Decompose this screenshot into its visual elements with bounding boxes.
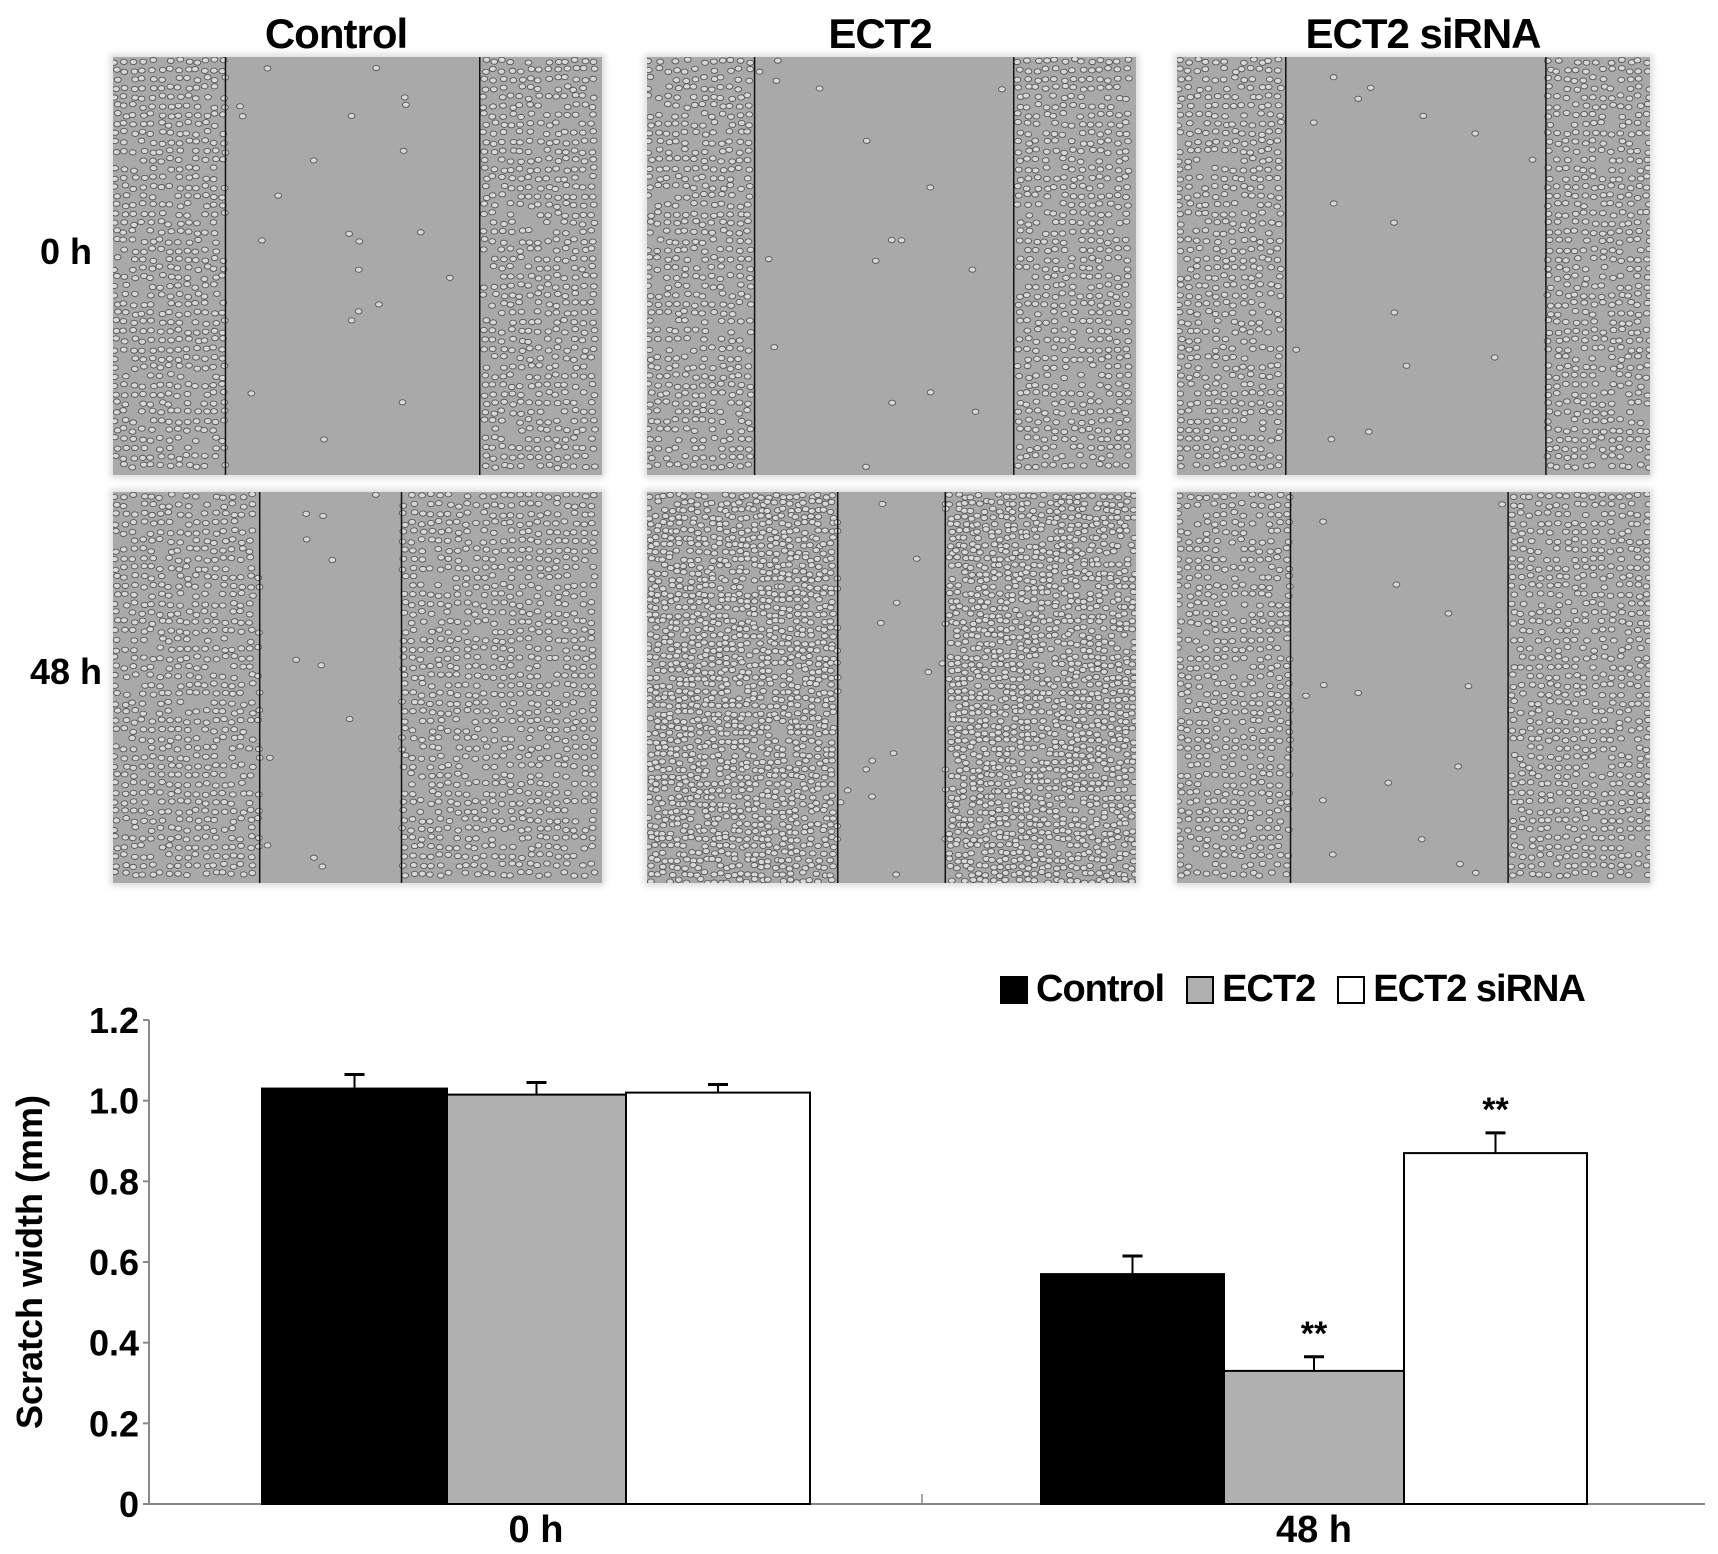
legend-swatch-ect2-sirna — [1337, 975, 1366, 1004]
column-title-ect2: ECT2 — [828, 10, 932, 57]
legend-item-control: Control — [1000, 968, 1165, 1011]
y-tick-label: 1.2 — [89, 1000, 139, 1041]
bar-ect2-48h — [1223, 1369, 1405, 1505]
cell-layer — [647, 492, 1136, 883]
y-tick-label: 0 — [119, 1484, 139, 1525]
row-label-0h: 0 h — [39, 231, 93, 272]
bar-ect2-sirna-48h — [1403, 1152, 1588, 1505]
micrograph-ect2-0h — [647, 57, 1136, 475]
y-tick-label: 0.2 — [89, 1403, 139, 1444]
cell-layer — [647, 57, 1133, 471]
legend-label-control: Control — [1036, 968, 1165, 1010]
micrograph-ect2-48h — [647, 492, 1136, 883]
bar-ect2-0h — [446, 1093, 627, 1505]
legend-item-ect2: ECT2 — [1186, 968, 1316, 1011]
cell-layer — [1177, 492, 1650, 880]
y-tick-label: 0.6 — [89, 1242, 139, 1283]
significance-marker: ** — [1482, 1091, 1509, 1129]
y-tick-label: 0.4 — [89, 1323, 139, 1364]
micrograph-ect2-sirna-0h — [1177, 57, 1650, 475]
x-tick-label: 48 h — [1276, 1509, 1352, 1551]
bar-ect2-sirna-0h — [625, 1091, 811, 1505]
bar-control-0h — [261, 1087, 448, 1505]
row-label-48h: 48 h — [29, 651, 103, 692]
x-tick-label: 0 h — [509, 1509, 564, 1551]
column-title-control: Control — [264, 10, 408, 57]
y-tick-label: 1.0 — [89, 1081, 139, 1122]
significance-marker: ** — [1301, 1315, 1328, 1353]
y-axis-label: Scratch width (mm) — [9, 1095, 50, 1429]
legend-swatch-control — [1000, 975, 1028, 1004]
legend-item-ect2-sirna: ECT2 siRNA — [1337, 968, 1586, 1011]
cell-layer — [113, 492, 599, 879]
micrograph-control-0h — [113, 57, 602, 475]
legend-label-ect2-sirna: ECT2 siRNA — [1373, 968, 1586, 1010]
y-tick-label: 0.8 — [89, 1161, 139, 1202]
micrograph-control-48h — [113, 492, 602, 883]
column-title-ect2-sirna: ECT2 siRNA — [1305, 10, 1541, 57]
legend-swatch-ect2 — [1186, 975, 1215, 1004]
bar-chart: 0 0.2 0.4 0.6 0.8 1.0 1.2 Scratch width (mm) 0 h… — [9, 1000, 1705, 1551]
legend-label-ect2: ECT2 — [1222, 968, 1316, 1010]
cell-layer — [113, 57, 599, 472]
cell-layer — [1177, 57, 1650, 472]
bar-control-48h — [1040, 1273, 1225, 1505]
micrograph-ect2-sirna-48h — [1177, 492, 1650, 883]
chart-legend: Control ECT2 ECT2 siRNA — [1000, 968, 1607, 1011]
